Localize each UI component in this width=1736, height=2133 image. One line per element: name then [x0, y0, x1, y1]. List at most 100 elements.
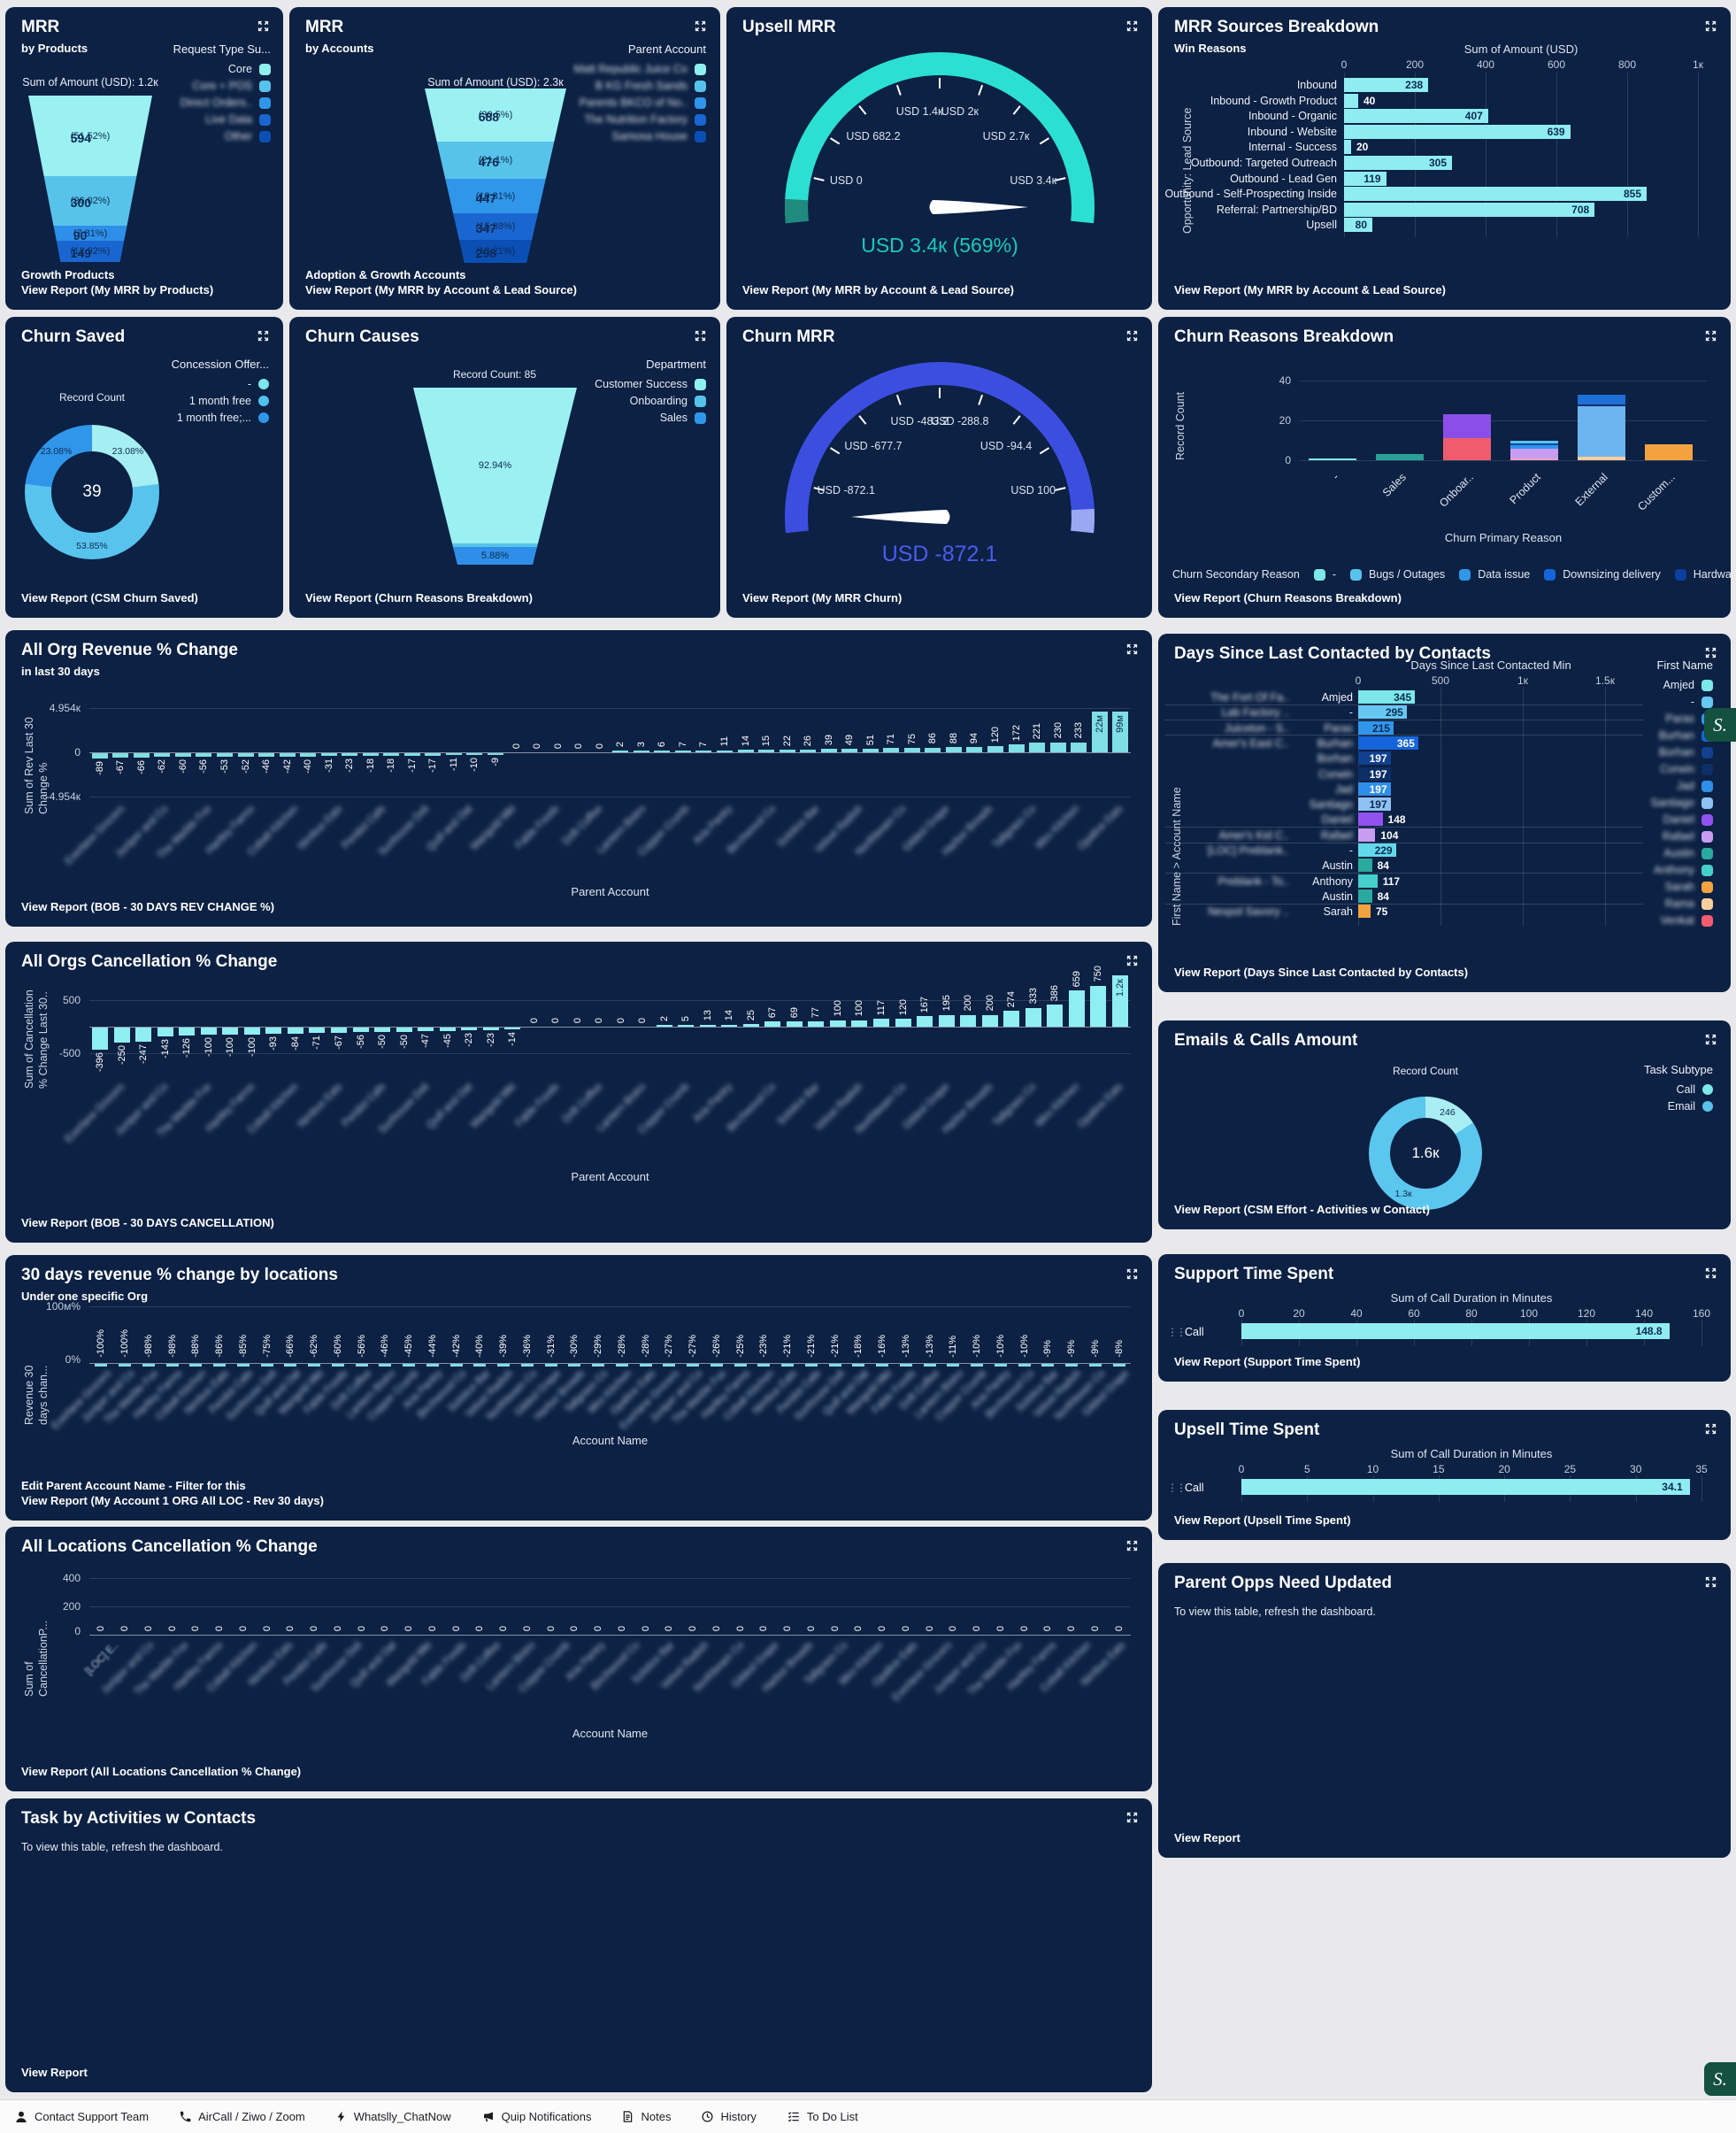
stacked-bar-segment[interactable] [1510, 440, 1558, 443]
funnel-segment[interactable]: 92.94% [413, 388, 577, 543]
bar[interactable] [439, 1028, 456, 1032]
bar[interactable] [654, 750, 671, 752]
view-report-link[interactable]: View Report (My MRR by Account & Lead So… [742, 283, 1014, 296]
view-report-link[interactable]: View Report (BOB - 30 DAYS CANCELLATION) [21, 1216, 274, 1229]
expand-icon[interactable] [257, 19, 271, 34]
bar[interactable] [92, 1028, 109, 1051]
bar[interactable] [1344, 124, 1571, 139]
view-report-link[interactable]: View Report (My MRR Churn) [742, 591, 903, 604]
bar[interactable] [800, 749, 817, 752]
bar[interactable] [320, 753, 337, 757]
bar[interactable] [633, 750, 649, 752]
bar[interactable] [804, 1364, 818, 1367]
bar[interactable] [612, 750, 629, 752]
funnel-segment[interactable]: 594 (51.52%) [28, 96, 152, 176]
expand-icon[interactable] [1125, 643, 1140, 657]
bar[interactable] [841, 749, 858, 752]
bar[interactable] [852, 1364, 865, 1367]
bar[interactable] [917, 1016, 933, 1027]
bar[interactable] [1358, 782, 1391, 796]
bar[interactable] [379, 1364, 392, 1367]
bar[interactable] [1344, 187, 1647, 202]
bar[interactable] [1344, 202, 1595, 217]
bar[interactable] [95, 1364, 108, 1367]
bar[interactable] [1008, 744, 1025, 752]
bar[interactable] [1111, 975, 1128, 1027]
funnel-segment[interactable]: 688 (30.5%) [425, 89, 566, 142]
bar[interactable] [418, 1028, 434, 1032]
bar[interactable] [213, 1364, 227, 1367]
bar[interactable] [112, 753, 129, 758]
bar[interactable] [737, 750, 754, 752]
expand-icon[interactable] [1125, 1811, 1140, 1825]
bar[interactable] [403, 753, 420, 756]
view-report-link[interactable]: View Report (My MRR by Account & Lead So… [1174, 283, 1446, 296]
bar[interactable] [265, 1028, 282, 1035]
bar[interactable] [165, 1364, 179, 1367]
funnel-chart[interactable]: 688 (30.5%) 476 (21.1%) 447 (19.81%) 347 (1… [425, 89, 566, 263]
bar[interactable] [1358, 859, 1372, 873]
bar[interactable] [876, 1364, 889, 1367]
bar[interactable] [189, 1364, 203, 1367]
bar[interactable] [639, 1364, 652, 1367]
bar[interactable] [945, 747, 962, 752]
view-report-link[interactable]: View Report (Churn Reasons Breakdown) [1174, 591, 1402, 604]
bar[interactable] [674, 750, 691, 752]
stacked-bar-segment[interactable] [1309, 458, 1356, 460]
bar[interactable] [781, 1364, 795, 1367]
bar[interactable] [764, 1021, 781, 1027]
bar[interactable] [895, 1019, 911, 1027]
stacked-bar-segment[interactable] [1645, 444, 1693, 460]
view-report-link[interactable]: View Report (CSM Effort - Activities w C… [1174, 1203, 1430, 1216]
toolbar-item-contact-support-team[interactable]: Contact Support Team [14, 2110, 149, 2124]
bar[interactable] [133, 753, 150, 758]
stacked-bar-segment[interactable] [1510, 448, 1558, 458]
bar[interactable] [1029, 743, 1046, 752]
bar[interactable] [142, 1364, 155, 1367]
gauge-chart[interactable] [726, 317, 1152, 591]
bar[interactable] [309, 1028, 326, 1033]
bar[interactable] [449, 1364, 463, 1367]
bar[interactable] [1358, 751, 1391, 766]
bar[interactable] [243, 1028, 260, 1035]
bar[interactable] [200, 1028, 217, 1035]
bar[interactable] [1071, 742, 1087, 752]
bar[interactable] [236, 1364, 250, 1367]
expand-icon[interactable] [1125, 1539, 1140, 1553]
bar[interactable] [862, 748, 879, 752]
bar[interactable] [1003, 1011, 1020, 1027]
bar[interactable] [260, 1364, 273, 1367]
bar[interactable] [174, 753, 191, 758]
view-report-link[interactable]: View Report [1174, 1831, 1241, 1844]
bar[interactable] [710, 1364, 723, 1367]
bar[interactable] [355, 1364, 368, 1367]
expand-icon[interactable] [1125, 954, 1140, 968]
bar[interactable] [544, 1364, 557, 1367]
expand-icon[interactable] [1704, 329, 1718, 343]
bar[interactable] [520, 1364, 534, 1367]
bar[interactable] [1088, 1364, 1102, 1367]
bar[interactable] [699, 1024, 716, 1027]
bar[interactable] [1041, 1364, 1055, 1367]
expand-icon[interactable] [694, 19, 708, 34]
bar[interactable] [899, 1364, 912, 1367]
toolbar-item-to-do-list[interactable]: To Do List [787, 2110, 858, 2123]
funnel-segment[interactable]: 149 (12.92%) [28, 241, 152, 262]
toolbar-item-notes[interactable]: Notes [621, 2110, 671, 2123]
bar[interactable] [1358, 690, 1416, 704]
bar[interactable] [300, 753, 317, 757]
bar[interactable] [1344, 218, 1372, 233]
bar[interactable] [1068, 989, 1085, 1027]
bar[interactable] [820, 749, 837, 752]
toolbar-item-quip-notifications[interactable]: Quip Notifications [481, 2110, 591, 2123]
bar[interactable] [342, 753, 358, 756]
view-report-link[interactable]: View Report (Upsell Time Spent) [1174, 1513, 1351, 1527]
bar[interactable] [258, 753, 275, 757]
expand-icon[interactable] [1704, 1575, 1718, 1590]
bar[interactable] [828, 1364, 841, 1367]
stacked-bar-segment[interactable] [1578, 394, 1625, 404]
bar[interactable] [497, 1364, 511, 1367]
bar[interactable] [947, 1364, 960, 1367]
stacked-bar-segment[interactable] [1578, 406, 1625, 457]
bar[interactable] [981, 1014, 998, 1027]
